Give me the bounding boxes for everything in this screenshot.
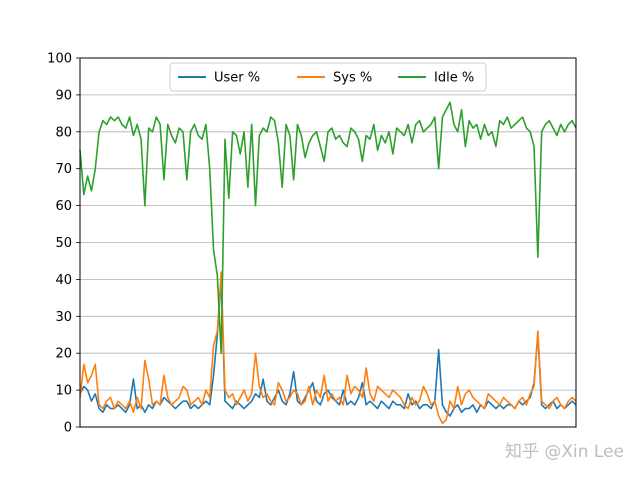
y-tick-label: 40 [55, 273, 72, 288]
legend: User % Sys % Idle % [169, 62, 487, 92]
watermark: 知乎 @Xin Lee [504, 442, 624, 462]
y-tick-label: 70 [55, 162, 72, 177]
y-axis-ticks: 0 10 20 30 40 50 60 70 80 90 100 [47, 52, 80, 436]
legend-label: Sys % [333, 71, 372, 86]
y-tick-label: 60 [55, 199, 72, 214]
series-line-idle [79, 101, 577, 355]
y-tick-label: 90 [55, 88, 72, 103]
legend-label: Idle % [434, 71, 474, 86]
y-tick-label: 30 [55, 310, 72, 325]
y-tick-label: 10 [55, 384, 72, 399]
series-layer [79, 101, 577, 425]
legend-label: User % [214, 71, 260, 86]
y-tick-label: 50 [55, 236, 72, 251]
y-tick-label: 0 [64, 421, 72, 436]
series-line-user [79, 278, 577, 417]
legend-box [169, 62, 487, 92]
series-line-sys [79, 271, 577, 425]
y-tick-label: 80 [55, 125, 72, 140]
y-tick-label: 20 [55, 347, 72, 362]
y-tick-label: 100 [47, 52, 72, 67]
